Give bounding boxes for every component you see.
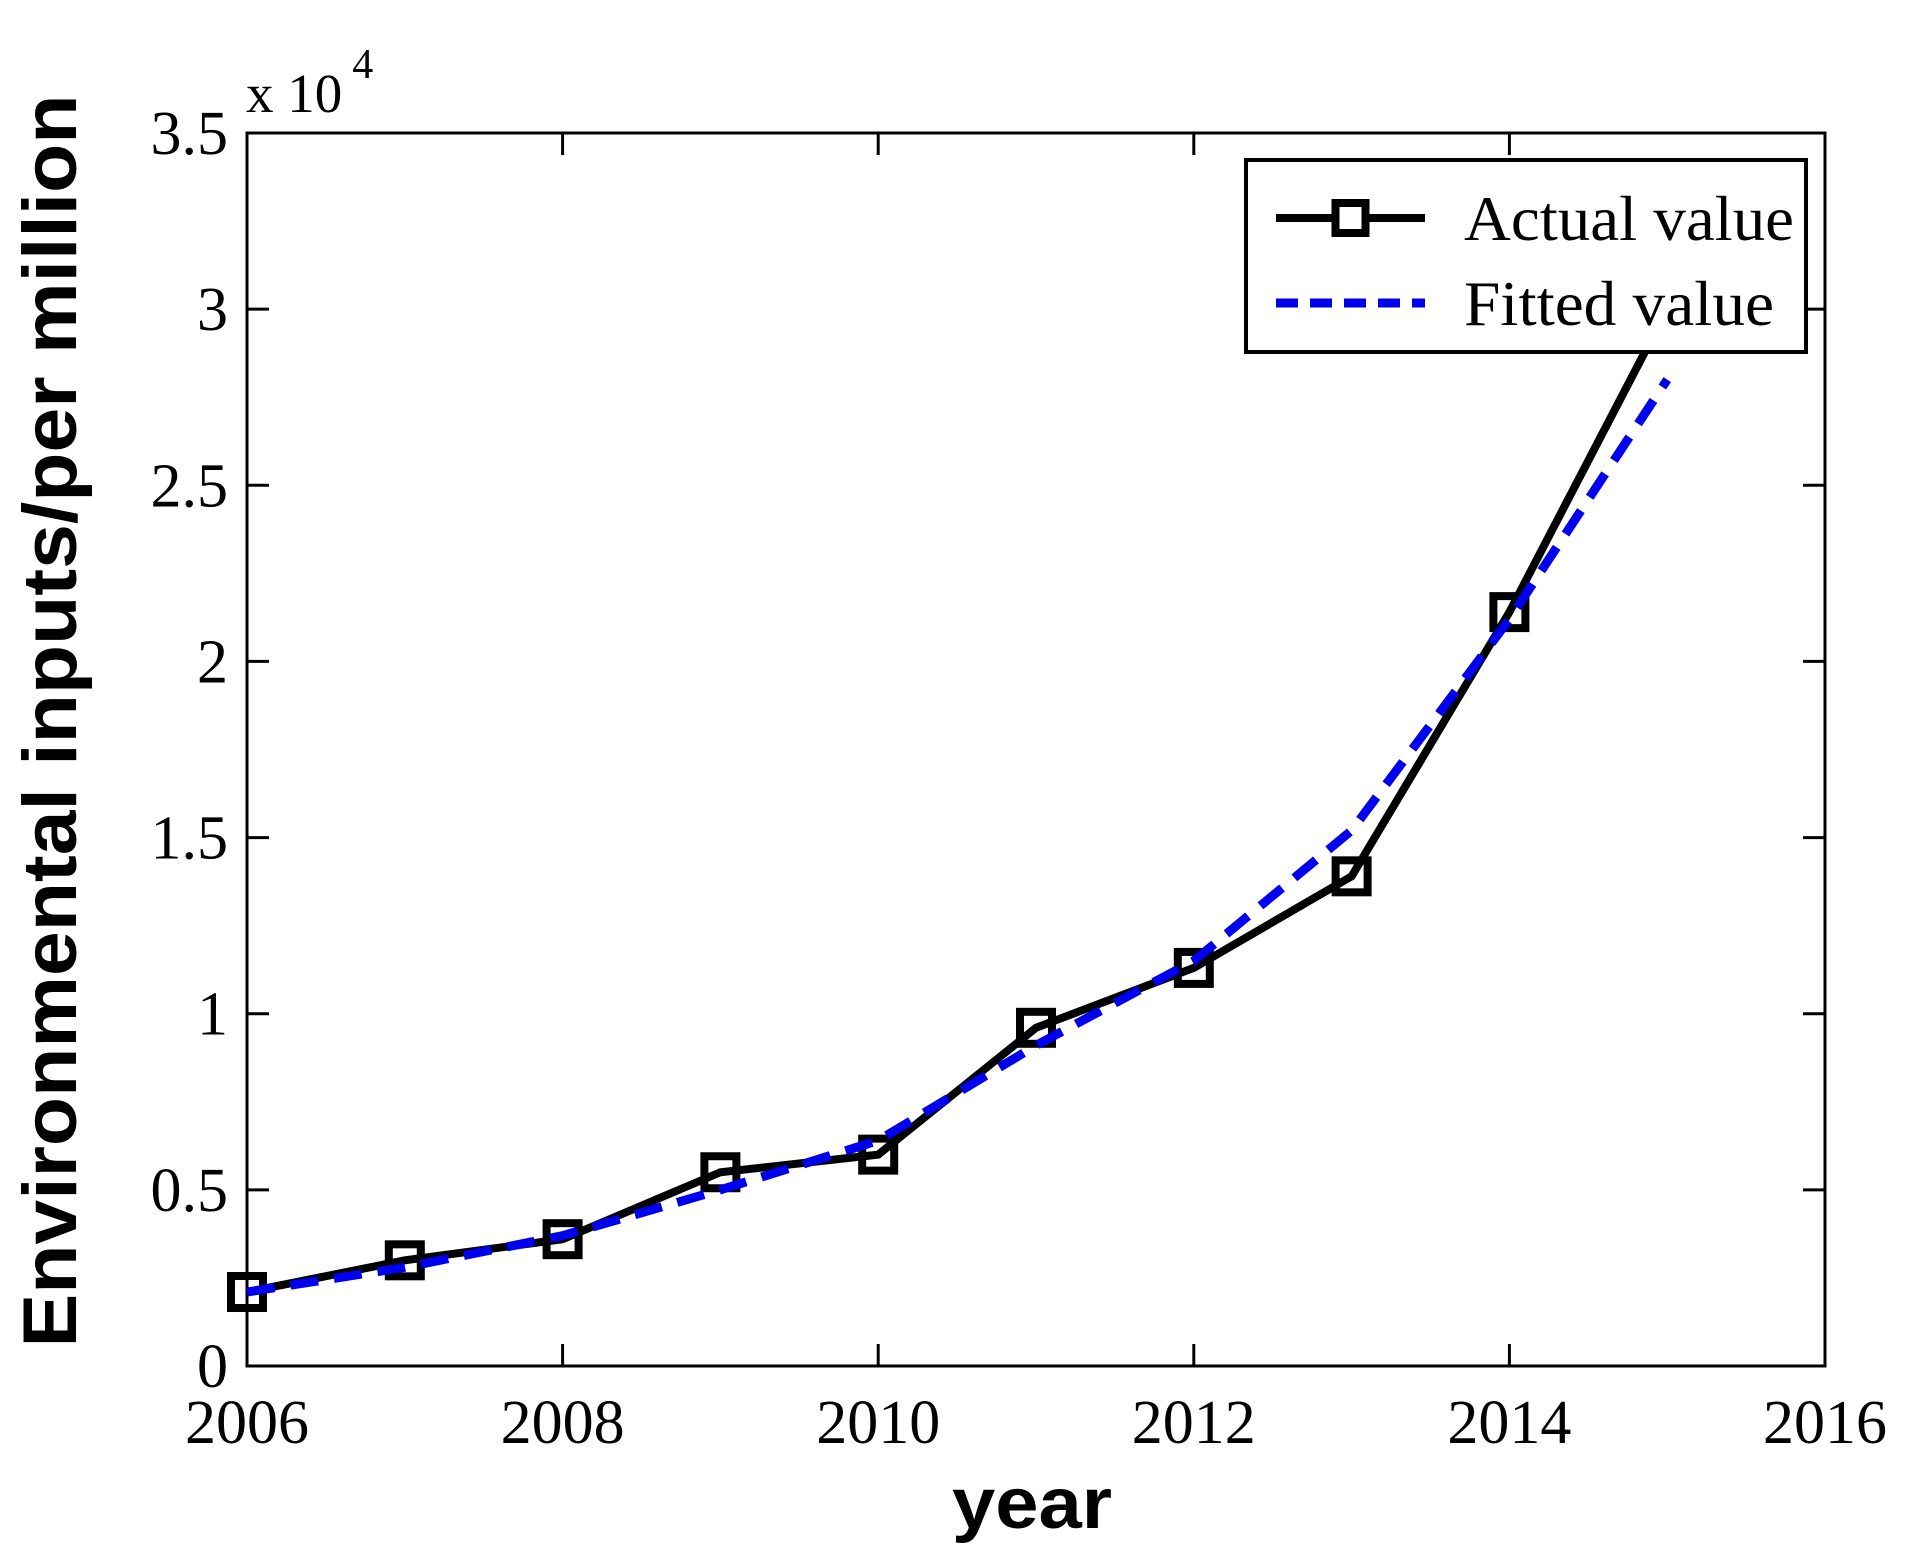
- legend: Actual value Fitted value: [1244, 158, 1808, 354]
- data-point-marker: [1016, 1007, 1056, 1048]
- y-axis-multiplier: x 10 4: [246, 42, 373, 124]
- y-axis-multiplier-base: x 10: [246, 63, 342, 124]
- x-tick-label: 2010: [816, 1389, 940, 1457]
- x-tick-label: 2012: [1132, 1389, 1256, 1457]
- legend-graphics: [1244, 158, 1808, 354]
- y-tick-label: 2.5: [151, 452, 229, 520]
- data-point-marker: [542, 1219, 583, 1260]
- data-point-marker: [1489, 592, 1530, 633]
- fitted-value-line: [246, 377, 1671, 1297]
- y-tick-label: 3: [197, 276, 228, 344]
- y-tick-label: 2: [197, 628, 228, 696]
- data-point-marker: [858, 1134, 899, 1175]
- legend-square-marker-icon: [1331, 199, 1370, 237]
- y-axis-multiplier-exponent: 4: [352, 42, 373, 88]
- x-tick-label: 2006: [185, 1389, 309, 1457]
- x-tick-label: 2014: [1447, 1389, 1571, 1457]
- x-axis-label: year: [952, 1464, 1112, 1544]
- y-tick-label: 1.5: [151, 805, 229, 873]
- y-tick-label: 1: [197, 981, 228, 1049]
- labels-layer: year Environmental inputs/per million x …: [8, 42, 1112, 1544]
- y-tick-label: 3.5: [151, 100, 229, 168]
- data-point-marker: [1173, 947, 1214, 988]
- series-layer: [227, 289, 1688, 1313]
- y-axis-label: Environmental inputs/per million: [8, 95, 93, 1348]
- x-tick-label: 2008: [501, 1389, 625, 1457]
- legend-item-actual-label: Actual value: [1464, 183, 1794, 254]
- actual-value-line: [246, 307, 1671, 1296]
- legend-item-fitted-label: Fitted value: [1464, 268, 1774, 339]
- data-point-marker: [1331, 856, 1372, 897]
- legend-box: [1244, 158, 1808, 354]
- y-tick-label: 0.5: [151, 1157, 229, 1225]
- plot-border: [245, 131, 1827, 1368]
- axes-layer: 2006 2008 2010 2012 2014 2016 0 0.5 1 1.5 2 2.5 3 3.5: [151, 100, 1888, 1457]
- y-tick-label: 0: [197, 1333, 228, 1401]
- x-tick-label: 2016: [1763, 1389, 1887, 1457]
